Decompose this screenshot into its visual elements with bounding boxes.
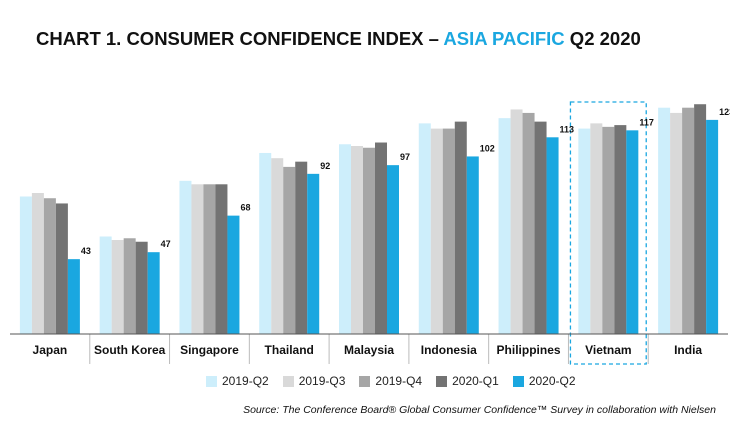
data-label: 47 bbox=[161, 239, 171, 249]
bar-2020-q1-india bbox=[694, 104, 707, 334]
bar-2019-q4-indonesia bbox=[442, 128, 455, 334]
legend-label: 2020-Q2 bbox=[528, 374, 576, 388]
bar-2020-q1-vietnam bbox=[614, 125, 627, 334]
highlight-box bbox=[569, 101, 647, 365]
bar-2019-q3-philippines bbox=[510, 109, 523, 334]
data-label: 113 bbox=[560, 124, 575, 134]
data-label: 123 bbox=[719, 107, 730, 117]
bar-2020-q2-india bbox=[706, 119, 719, 334]
bar-2019-q4-japan bbox=[43, 198, 56, 334]
bar-2019-q2-india bbox=[658, 107, 671, 334]
category-label-india: India bbox=[674, 343, 702, 357]
bar-2019-q4-malaysia bbox=[363, 147, 375, 334]
legend-swatch bbox=[512, 375, 524, 387]
bar-2020-q1-singapore bbox=[215, 184, 228, 334]
bar-chart: 43 Japan 47 South Korea 68 Singapore 92 Thailan… bbox=[10, 101, 730, 365]
bar-2020-q2-south-korea bbox=[147, 252, 160, 334]
bar-2019-q3-thailand bbox=[271, 158, 284, 334]
bar-2019-q2-thailand bbox=[259, 152, 272, 334]
bar-2019-q3-singapore bbox=[191, 184, 204, 334]
bar-2020-q1-philippines bbox=[534, 121, 547, 334]
data-label: 43 bbox=[81, 246, 91, 256]
bar-2019-q3-india bbox=[670, 112, 683, 334]
legend-item-2020-q1: 2020-Q1 bbox=[436, 374, 499, 388]
bar-2019-q4-south-korea bbox=[123, 238, 136, 334]
bar-2019-q4-philippines bbox=[522, 112, 535, 334]
bar-2020-q1-south-korea bbox=[135, 241, 148, 334]
category-label-philippines: Philippines bbox=[497, 343, 561, 357]
bar-2020-q1-indonesia bbox=[454, 121, 467, 334]
legend-label: 2019-Q2 bbox=[222, 374, 269, 388]
chart-legend: 2019-Q2 2019-Q3 2019-Q4 2020-Q1 2020-Q2 bbox=[206, 374, 576, 388]
bar-2019-q3-malaysia bbox=[351, 146, 363, 334]
bar-2019-q2-indonesia bbox=[418, 123, 431, 335]
source-note: Source: The Conference Board® Global Con… bbox=[243, 404, 716, 416]
category-label-indonesia: Indonesia bbox=[421, 343, 477, 357]
category-label-singapore: Singapore bbox=[180, 343, 239, 357]
data-label: 68 bbox=[240, 203, 250, 213]
bar-2019-q3-south-korea bbox=[111, 240, 124, 334]
bar-2019-q3-indonesia bbox=[430, 128, 443, 334]
legend-swatch bbox=[359, 375, 371, 387]
bar-2019-q2-malaysia bbox=[339, 144, 351, 334]
bar-2019-q4-thailand bbox=[283, 166, 296, 334]
chart-title: CHART 1. CONSUMER CONFIDENCE INDEX – ASI… bbox=[36, 28, 641, 50]
legend-item-2020-q2: 2020-Q2 bbox=[512, 374, 576, 388]
bar-2020-q2-singapore bbox=[227, 215, 240, 334]
data-label: 102 bbox=[480, 143, 495, 153]
bar-2019-q2-singapore bbox=[179, 180, 192, 334]
chart-title-suffix: Q2 2020 bbox=[564, 28, 641, 49]
data-label: 92 bbox=[320, 161, 330, 171]
bar-2020-q2-japan bbox=[67, 259, 80, 334]
legend-swatch bbox=[436, 375, 448, 387]
bar-2020-q1-malaysia bbox=[375, 142, 387, 334]
bar-2019-q4-singapore bbox=[203, 184, 216, 334]
bar-2020-q1-thailand bbox=[295, 161, 308, 334]
category-label-thailand: Thailand bbox=[265, 343, 314, 357]
legend-label: 2019-Q3 bbox=[298, 374, 346, 388]
data-label: 117 bbox=[639, 117, 654, 127]
legend-label: 2020-Q1 bbox=[452, 374, 499, 388]
chart-title-prefix: CHART 1. CONSUMER CONFIDENCE INDEX – bbox=[36, 28, 444, 49]
legend-item-2019-q3: 2019-Q3 bbox=[282, 374, 346, 388]
legend-item-2019-q4: 2019-Q4 bbox=[359, 374, 422, 388]
chart-title-highlight: ASIA PACIFIC bbox=[443, 28, 565, 49]
bar-2020-q2-vietnam bbox=[626, 130, 639, 334]
bar-2020-q2-philippines bbox=[546, 137, 559, 334]
category-label-malaysia: Malaysia bbox=[344, 343, 394, 357]
bar-2019-q2-japan bbox=[19, 196, 32, 334]
bar-2020-q2-malaysia bbox=[387, 165, 399, 334]
category-label-japan: Japan bbox=[33, 343, 68, 357]
category-label-vietnam: Vietnam bbox=[585, 343, 631, 357]
bar-2019-q4-vietnam bbox=[602, 126, 615, 334]
legend-swatch bbox=[282, 375, 294, 387]
data-label: 97 bbox=[400, 152, 410, 162]
bar-2019-q2-south-korea bbox=[99, 236, 112, 334]
bar-2020-q1-japan bbox=[55, 203, 68, 334]
bar-2020-q2-indonesia bbox=[466, 156, 479, 334]
bar-2019-q2-vietnam bbox=[578, 128, 591, 334]
bar-2019-q2-philippines bbox=[498, 118, 511, 334]
category-label-south-korea: South Korea bbox=[94, 343, 166, 357]
bar-2020-q2-thailand bbox=[307, 173, 320, 334]
bar-2019-q3-japan bbox=[31, 193, 44, 334]
legend-label: 2019-Q4 bbox=[375, 374, 423, 388]
bar-2019-q4-india bbox=[682, 107, 695, 334]
bar-2019-q3-vietnam bbox=[590, 123, 603, 335]
legend-swatch bbox=[206, 375, 217, 387]
legend-item-2019-q2: 2019-Q2 bbox=[206, 374, 269, 388]
